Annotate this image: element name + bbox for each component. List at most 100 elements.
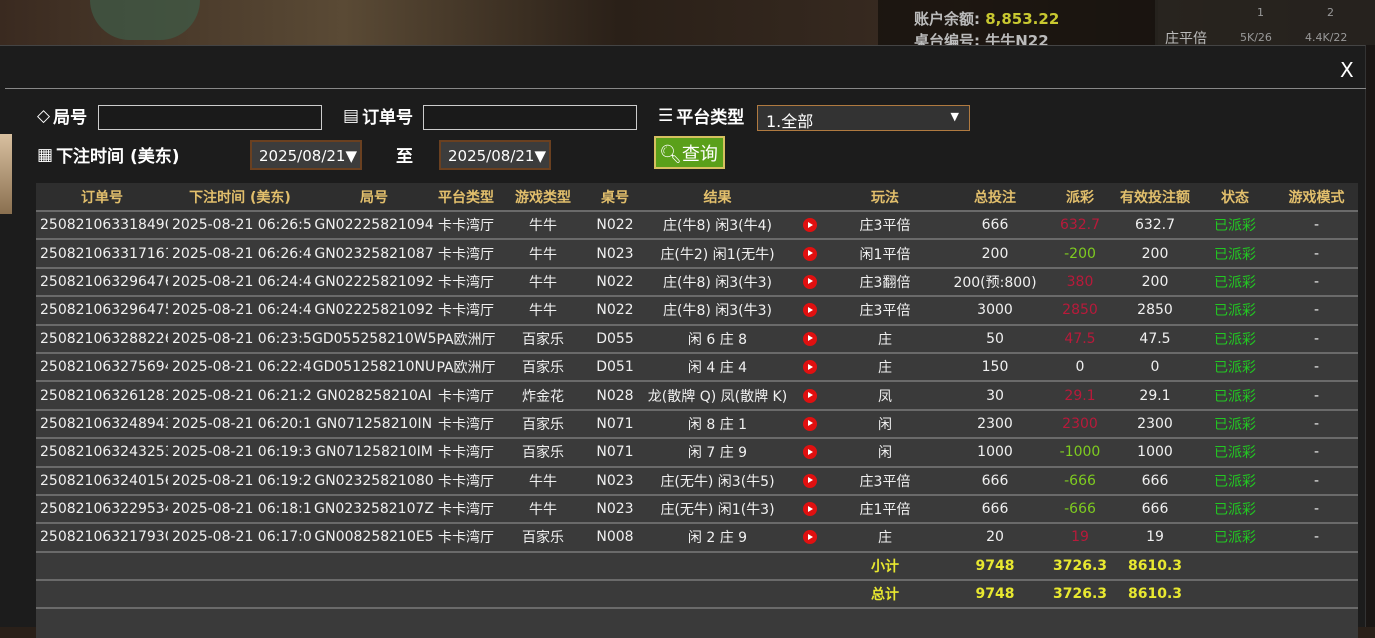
cell-valid: 666: [1115, 465, 1195, 495]
cell-platform: 卡卡湾厅: [436, 295, 496, 325]
table-row[interactable]: 250821063288226 2025-08-21 06:23:53 GD0552…: [36, 323, 1358, 353]
table-row[interactable]: 250821063296475 2025-08-21 06:24:48 GN0222…: [36, 295, 1358, 325]
cell-order: 250821063261281: [36, 380, 168, 410]
cell-valid: 2300: [1115, 408, 1195, 439]
table-row[interactable]: 250821063261281 2025-08-21 06:21:25 GN0282…: [36, 380, 1358, 410]
column-header: [795, 183, 825, 211]
clipboard-icon: ▤: [343, 105, 360, 126]
play-video-icon[interactable]: [803, 388, 817, 403]
cell-table: N071: [590, 408, 640, 439]
cell-table: N028: [590, 380, 640, 410]
cell-result: 闲 8 庄 1: [640, 408, 795, 439]
play-video-icon[interactable]: [803, 360, 817, 375]
play-video-icon[interactable]: [803, 530, 817, 545]
column-header: 有效投注额: [1115, 183, 1195, 211]
cell-round: GN071258210IN: [312, 408, 436, 439]
stat-value: 4.4K/22: [1305, 31, 1348, 44]
cell-mode: -: [1275, 408, 1358, 439]
query-button[interactable]: 🔍︎查询: [654, 136, 725, 169]
column-header: 桌号: [590, 183, 640, 211]
table-row[interactable]: 250821063296476 2025-08-21 06:24:48 GN0222…: [36, 266, 1358, 297]
cell-platform: 卡卡湾厅: [436, 493, 496, 524]
balance-label: 账户余额:: [914, 10, 980, 28]
cell-play: 庄3翻倍: [825, 266, 945, 297]
play-video-icon[interactable]: [803, 416, 817, 431]
replay-cell: [795, 323, 825, 353]
blank-cell: [1195, 550, 1358, 581]
platform-value: 1.全部: [766, 112, 814, 131]
date-to-picker[interactable]: 2025/08/21▼: [439, 140, 551, 170]
cell-time: 2025-08-21 06:19:21: [168, 465, 312, 495]
cell-play: 闲1平倍: [825, 238, 945, 268]
calendar-icon: ▦: [37, 144, 54, 165]
platform-select[interactable]: 1.全部 ▼: [757, 105, 970, 131]
cell-order: 250821063296476: [36, 266, 168, 297]
table-row[interactable]: 250821063248943 2025-08-21 06:20:13 GN0712…: [36, 408, 1358, 439]
order-label: 订单号: [362, 108, 414, 128]
order-input[interactable]: [423, 105, 637, 130]
cell-valid: 29.1: [1115, 380, 1195, 410]
server-icon: ☰: [658, 105, 674, 126]
column-header: 局号: [312, 183, 436, 211]
column-header: 订单号: [36, 183, 168, 211]
cell-game: 牛牛: [496, 209, 590, 240]
play-video-icon[interactable]: [803, 246, 817, 261]
cell-mode: -: [1275, 295, 1358, 325]
play-video-icon[interactable]: [803, 331, 817, 346]
table-row[interactable]: 250821063318490 2025-08-21 06:26:55 GN0222…: [36, 209, 1358, 240]
cell-order: 250821063217930: [36, 522, 168, 552]
cell-payout: 2300: [1045, 408, 1115, 439]
cell-time: 2025-08-21 06:26:55: [168, 209, 312, 240]
stat-col: 2: [1327, 6, 1334, 19]
cell-mode: -: [1275, 465, 1358, 495]
table-row[interactable]: 250821063243253 2025-08-21 06:19:39 GN0712…: [36, 437, 1358, 467]
stat-col: 1: [1257, 6, 1264, 19]
cell-payout: 0: [1045, 351, 1115, 382]
cell-game: 百家乐: [496, 323, 590, 353]
play-video-icon[interactable]: [803, 303, 817, 318]
play-video-icon[interactable]: [803, 445, 817, 460]
cell-result: 庄(无牛) 闲1(牛3): [640, 493, 795, 524]
cell-platform: 卡卡湾厅: [436, 437, 496, 467]
cell-order: 250821063248943: [36, 408, 168, 439]
table-row[interactable]: 250821063217930 2025-08-21 06:17:09 GN0082…: [36, 522, 1358, 552]
cell-platform: 卡卡湾厅: [436, 522, 496, 552]
dropdown-arrow-icon: ▼: [950, 110, 959, 123]
replay-cell: [795, 209, 825, 240]
play-video-icon[interactable]: [803, 218, 817, 233]
replay-cell: [795, 437, 825, 467]
close-button[interactable]: X: [1340, 58, 1354, 82]
table-felt: [90, 0, 200, 40]
cell-bet: 30: [945, 380, 1045, 410]
table-row[interactable]: 250821063317161 2025-08-21 06:26:47 GN0232…: [36, 238, 1358, 268]
cell-table: N071: [590, 437, 640, 467]
total-label: 总计: [825, 579, 945, 609]
cell-time: 2025-08-21 06:19:39: [168, 437, 312, 467]
cell-order: 250821063275694: [36, 351, 168, 382]
cell-result: 庄(牛8) 闲3(牛3): [640, 295, 795, 325]
cell-platform: 卡卡湾厅: [436, 209, 496, 240]
cell-valid: 666: [1115, 493, 1195, 524]
table-row[interactable]: 250821063275694 2025-08-21 06:22:46 GD0512…: [36, 351, 1358, 382]
total-valid: 8610.3: [1115, 579, 1195, 609]
play-video-icon[interactable]: [803, 502, 817, 517]
cell-status: 已派彩: [1195, 266, 1275, 297]
cell-table: N023: [590, 465, 640, 495]
blank-cell: [36, 607, 1358, 638]
cell-time: 2025-08-21 06:21:25: [168, 380, 312, 410]
date-from-picker[interactable]: 2025/08/21▼: [250, 140, 362, 170]
play-video-icon[interactable]: [803, 274, 817, 289]
cell-time: 2025-08-21 06:24:48: [168, 295, 312, 325]
cell-valid: 200: [1115, 266, 1195, 297]
table-row[interactable]: 250821063229534 2025-08-21 06:18:14 GN0232…: [36, 493, 1358, 524]
stat-label: 庄平倍: [1165, 31, 1207, 47]
play-video-icon[interactable]: [803, 473, 817, 488]
cell-bet: 666: [945, 493, 1045, 524]
cell-status: 已派彩: [1195, 380, 1275, 410]
round-input[interactable]: [98, 105, 322, 130]
cell-play: 庄1平倍: [825, 493, 945, 524]
table-row[interactable]: 250821063240156 2025-08-21 06:19:21 GN0232…: [36, 465, 1358, 495]
cell-game: 牛牛: [496, 465, 590, 495]
subtotal-payout: 3726.3: [1045, 550, 1115, 581]
cell-play: 闲: [825, 408, 945, 439]
